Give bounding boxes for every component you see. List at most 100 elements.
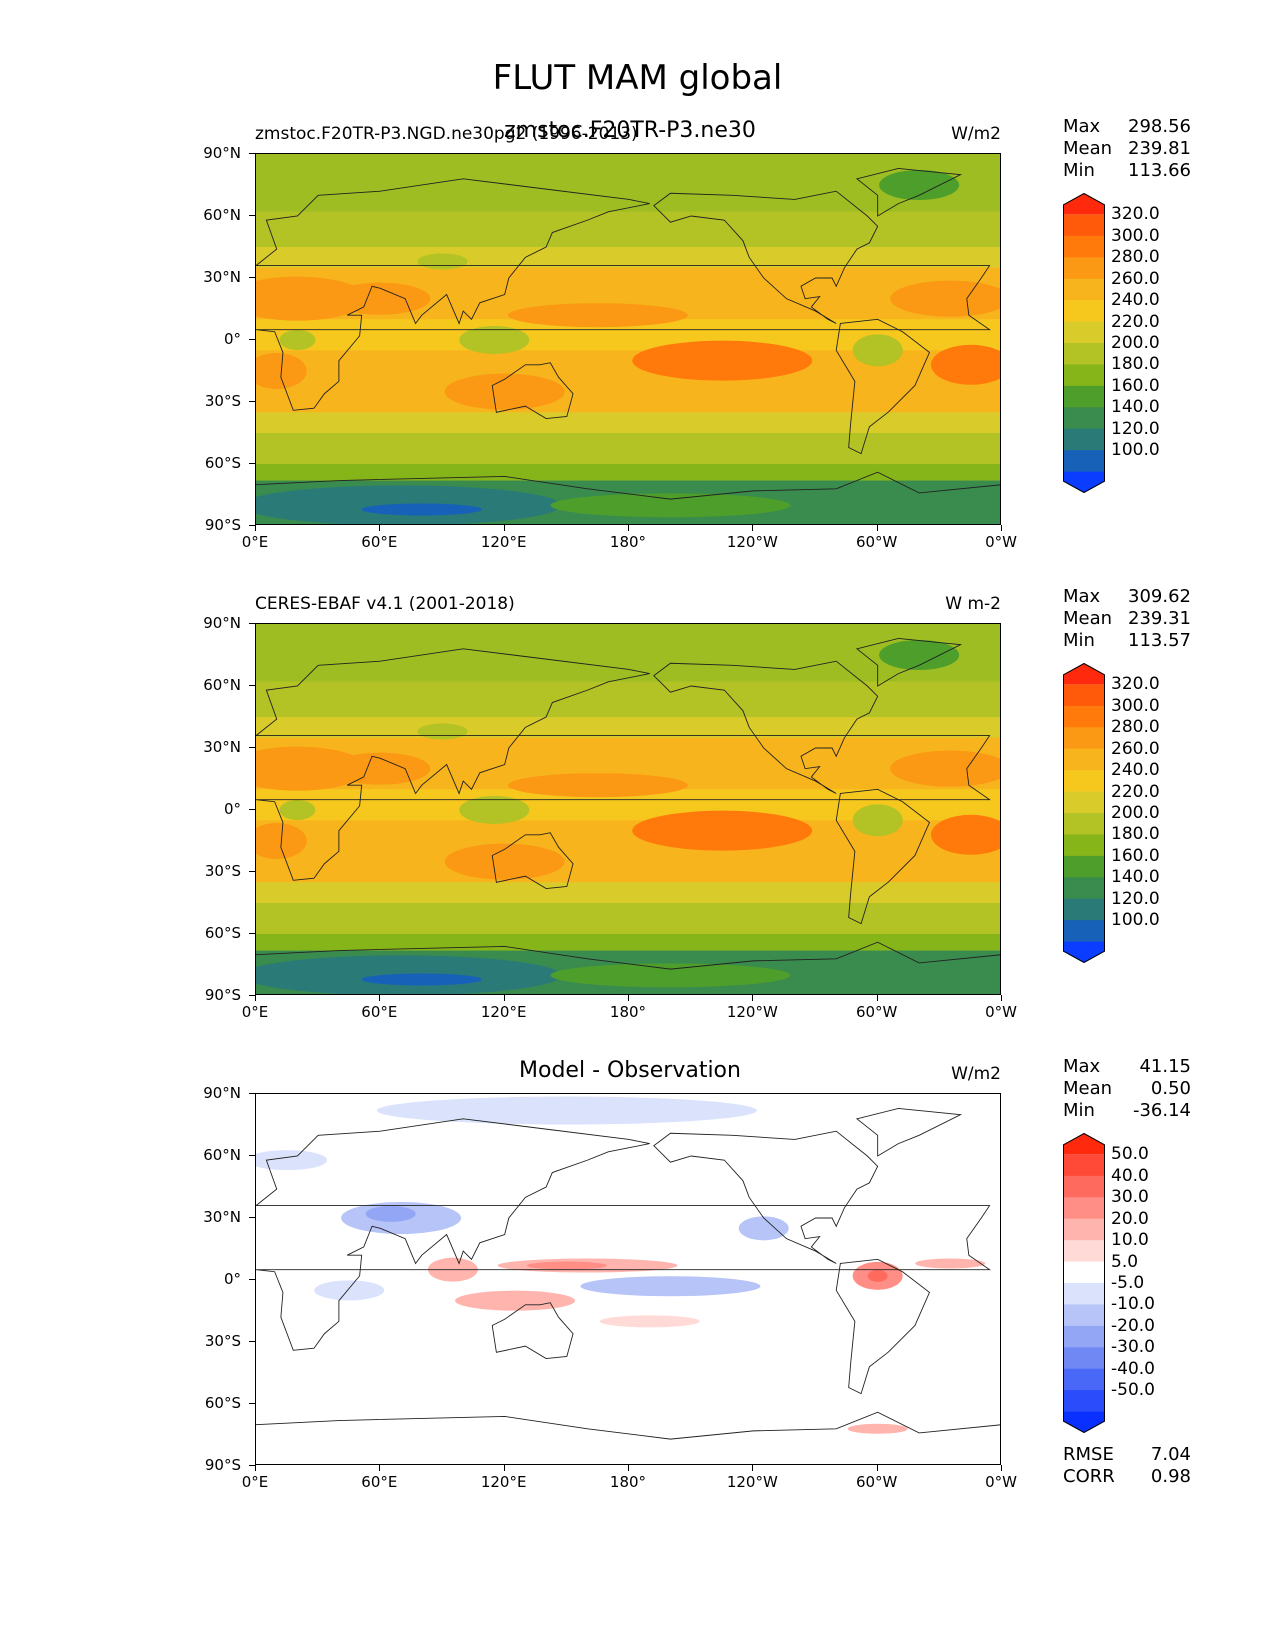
colorbar-tick-label: 30.0 (1111, 1187, 1149, 1208)
colorbar-segment (1063, 1411, 1105, 1433)
stat-min-label: Min (1063, 160, 1095, 181)
lat-tick-label: 90°S (204, 1456, 241, 1474)
field-congo (279, 800, 316, 820)
colorbar-segment (1063, 663, 1105, 685)
lat-tick (249, 1341, 255, 1342)
diff-central-pacific-negative (580, 1276, 761, 1297)
colorbar-segment (1063, 1218, 1105, 1241)
lat-tick-label: 30°S (204, 1332, 241, 1350)
field-band-north-midlat (256, 211, 1000, 247)
lon-tick-label: 0°W (985, 533, 1017, 551)
colorbar-outline (1063, 662, 1105, 964)
coastline (491, 1302, 574, 1359)
stat-min-label: Min (1063, 1100, 1095, 1121)
field-sahara (256, 746, 368, 791)
field-band-arctic (256, 154, 1000, 212)
field-south-atlantic-high (930, 814, 1000, 855)
panel1-stats: Max 298.56 Mean 239.81 Min 113.66 (1063, 116, 1191, 182)
colorbar-tick-label: -5.0 (1111, 1273, 1145, 1293)
map-canvas (256, 624, 1000, 994)
colorbar-tick-label: 120.0 (1111, 418, 1160, 439)
colorbar-tick-label: 100.0 (1111, 910, 1160, 931)
coastline (653, 1130, 879, 1264)
lon-tick (752, 1465, 754, 1471)
panel2-units: W m-2 (945, 594, 1001, 614)
diff-atlantic-itcz (915, 1258, 986, 1269)
diff-weddell-positive (847, 1423, 908, 1434)
field-band-south-subtropic-edge (256, 882, 1000, 903)
diff-arctic-negative (376, 1096, 757, 1125)
panel2-observation-map (255, 623, 1001, 995)
lat-tick-label: 60°S (204, 1394, 241, 1412)
colorbar-segment (1063, 705, 1105, 728)
colorbar-segment (1063, 898, 1105, 921)
lon-tick-label: 0°E (241, 1003, 269, 1021)
field-band-south-subtropic-edge (256, 412, 1000, 433)
coastline (491, 362, 574, 419)
colorbar-tick-label: 260.0 (1111, 738, 1160, 759)
colorbar-segment (1063, 278, 1105, 301)
lon-tick (628, 1465, 629, 1471)
colorbar-segment (1063, 727, 1105, 750)
colorbar-segment (1063, 1283, 1105, 1305)
stat-max-label: Max (1063, 586, 1101, 607)
lon-tick (255, 525, 256, 531)
lon-tick-label: 180° (609, 533, 647, 551)
colorbar-segment (1063, 1175, 1105, 1198)
field-antarctic-min (361, 503, 482, 516)
diff-spcz-positive (599, 1315, 700, 1328)
colorbar-tick-label: 320.0 (1111, 674, 1160, 695)
stat-max-label: Max (1063, 1056, 1101, 1077)
lat-tick-label: 60°N (203, 676, 241, 694)
lat-tick-label: 90°N (203, 614, 241, 632)
colorbar-segment (1063, 1390, 1105, 1413)
colorbar-segment (1063, 748, 1105, 771)
colorbar-segment (1063, 1304, 1105, 1327)
lat-tick-label: 90°S (204, 516, 241, 534)
coastline (653, 660, 879, 794)
coastline (835, 318, 931, 455)
field-arabia (330, 752, 431, 785)
lon-tick-label: 60°W (855, 1003, 898, 1021)
stat-mean: 239.81 (1128, 138, 1191, 159)
field-amazon (852, 804, 903, 837)
colorbar-tick-label: 220.0 (1111, 781, 1160, 802)
lon-tick-label: 120°E (480, 533, 527, 551)
stat-mean-label: Mean (1063, 1078, 1113, 1099)
lon-tick (379, 1465, 381, 1471)
panel3-extra-stats: RMSE 7.04 CORR 0.98 (1063, 1444, 1191, 1488)
stat-mean: 239.31 (1128, 608, 1191, 629)
lon-tick (1001, 525, 1002, 531)
field-congo (279, 330, 316, 350)
field-band-north-midlat (256, 681, 1000, 717)
lat-tick (249, 1279, 255, 1280)
colorbar-tick-label: 280.0 (1111, 247, 1160, 268)
colorbar-tick-label: 260.0 (1111, 268, 1160, 289)
lon-tick-label: 120°E (480, 1473, 527, 1491)
colorbar-segment (1063, 385, 1105, 408)
lat-tick (249, 215, 255, 216)
field-australia (444, 373, 565, 410)
lat-tick-label: 0° (223, 330, 241, 348)
colorbar-segment (1063, 321, 1105, 344)
coastline (256, 471, 1000, 500)
coastline (855, 168, 963, 217)
colorbar-segment (1063, 450, 1105, 473)
lon-tick-label: 60°W (855, 1473, 898, 1491)
colorbar-tick-label: 50.0 (1111, 1144, 1149, 1165)
coastline (835, 1258, 931, 1395)
field-ross (550, 963, 791, 988)
colorbar-tick-label: 300.0 (1111, 695, 1160, 716)
lat-tick-label: 60°N (203, 206, 241, 224)
colorbar-tick-label: -30.0 (1111, 1337, 1155, 1358)
field-east-pacific-high (632, 340, 813, 381)
colorbar-tick-label: -40.0 (1111, 1358, 1155, 1379)
colorbar-graphic (1063, 662, 1105, 964)
colorbar-segment (1063, 941, 1105, 963)
lat-tick (249, 933, 255, 934)
colorbar-segment (1063, 791, 1105, 814)
stat-min-label: Min (1063, 630, 1095, 651)
stat-mean-label: Mean (1063, 608, 1113, 629)
lat-tick (249, 623, 255, 624)
lon-tick (628, 995, 629, 1001)
